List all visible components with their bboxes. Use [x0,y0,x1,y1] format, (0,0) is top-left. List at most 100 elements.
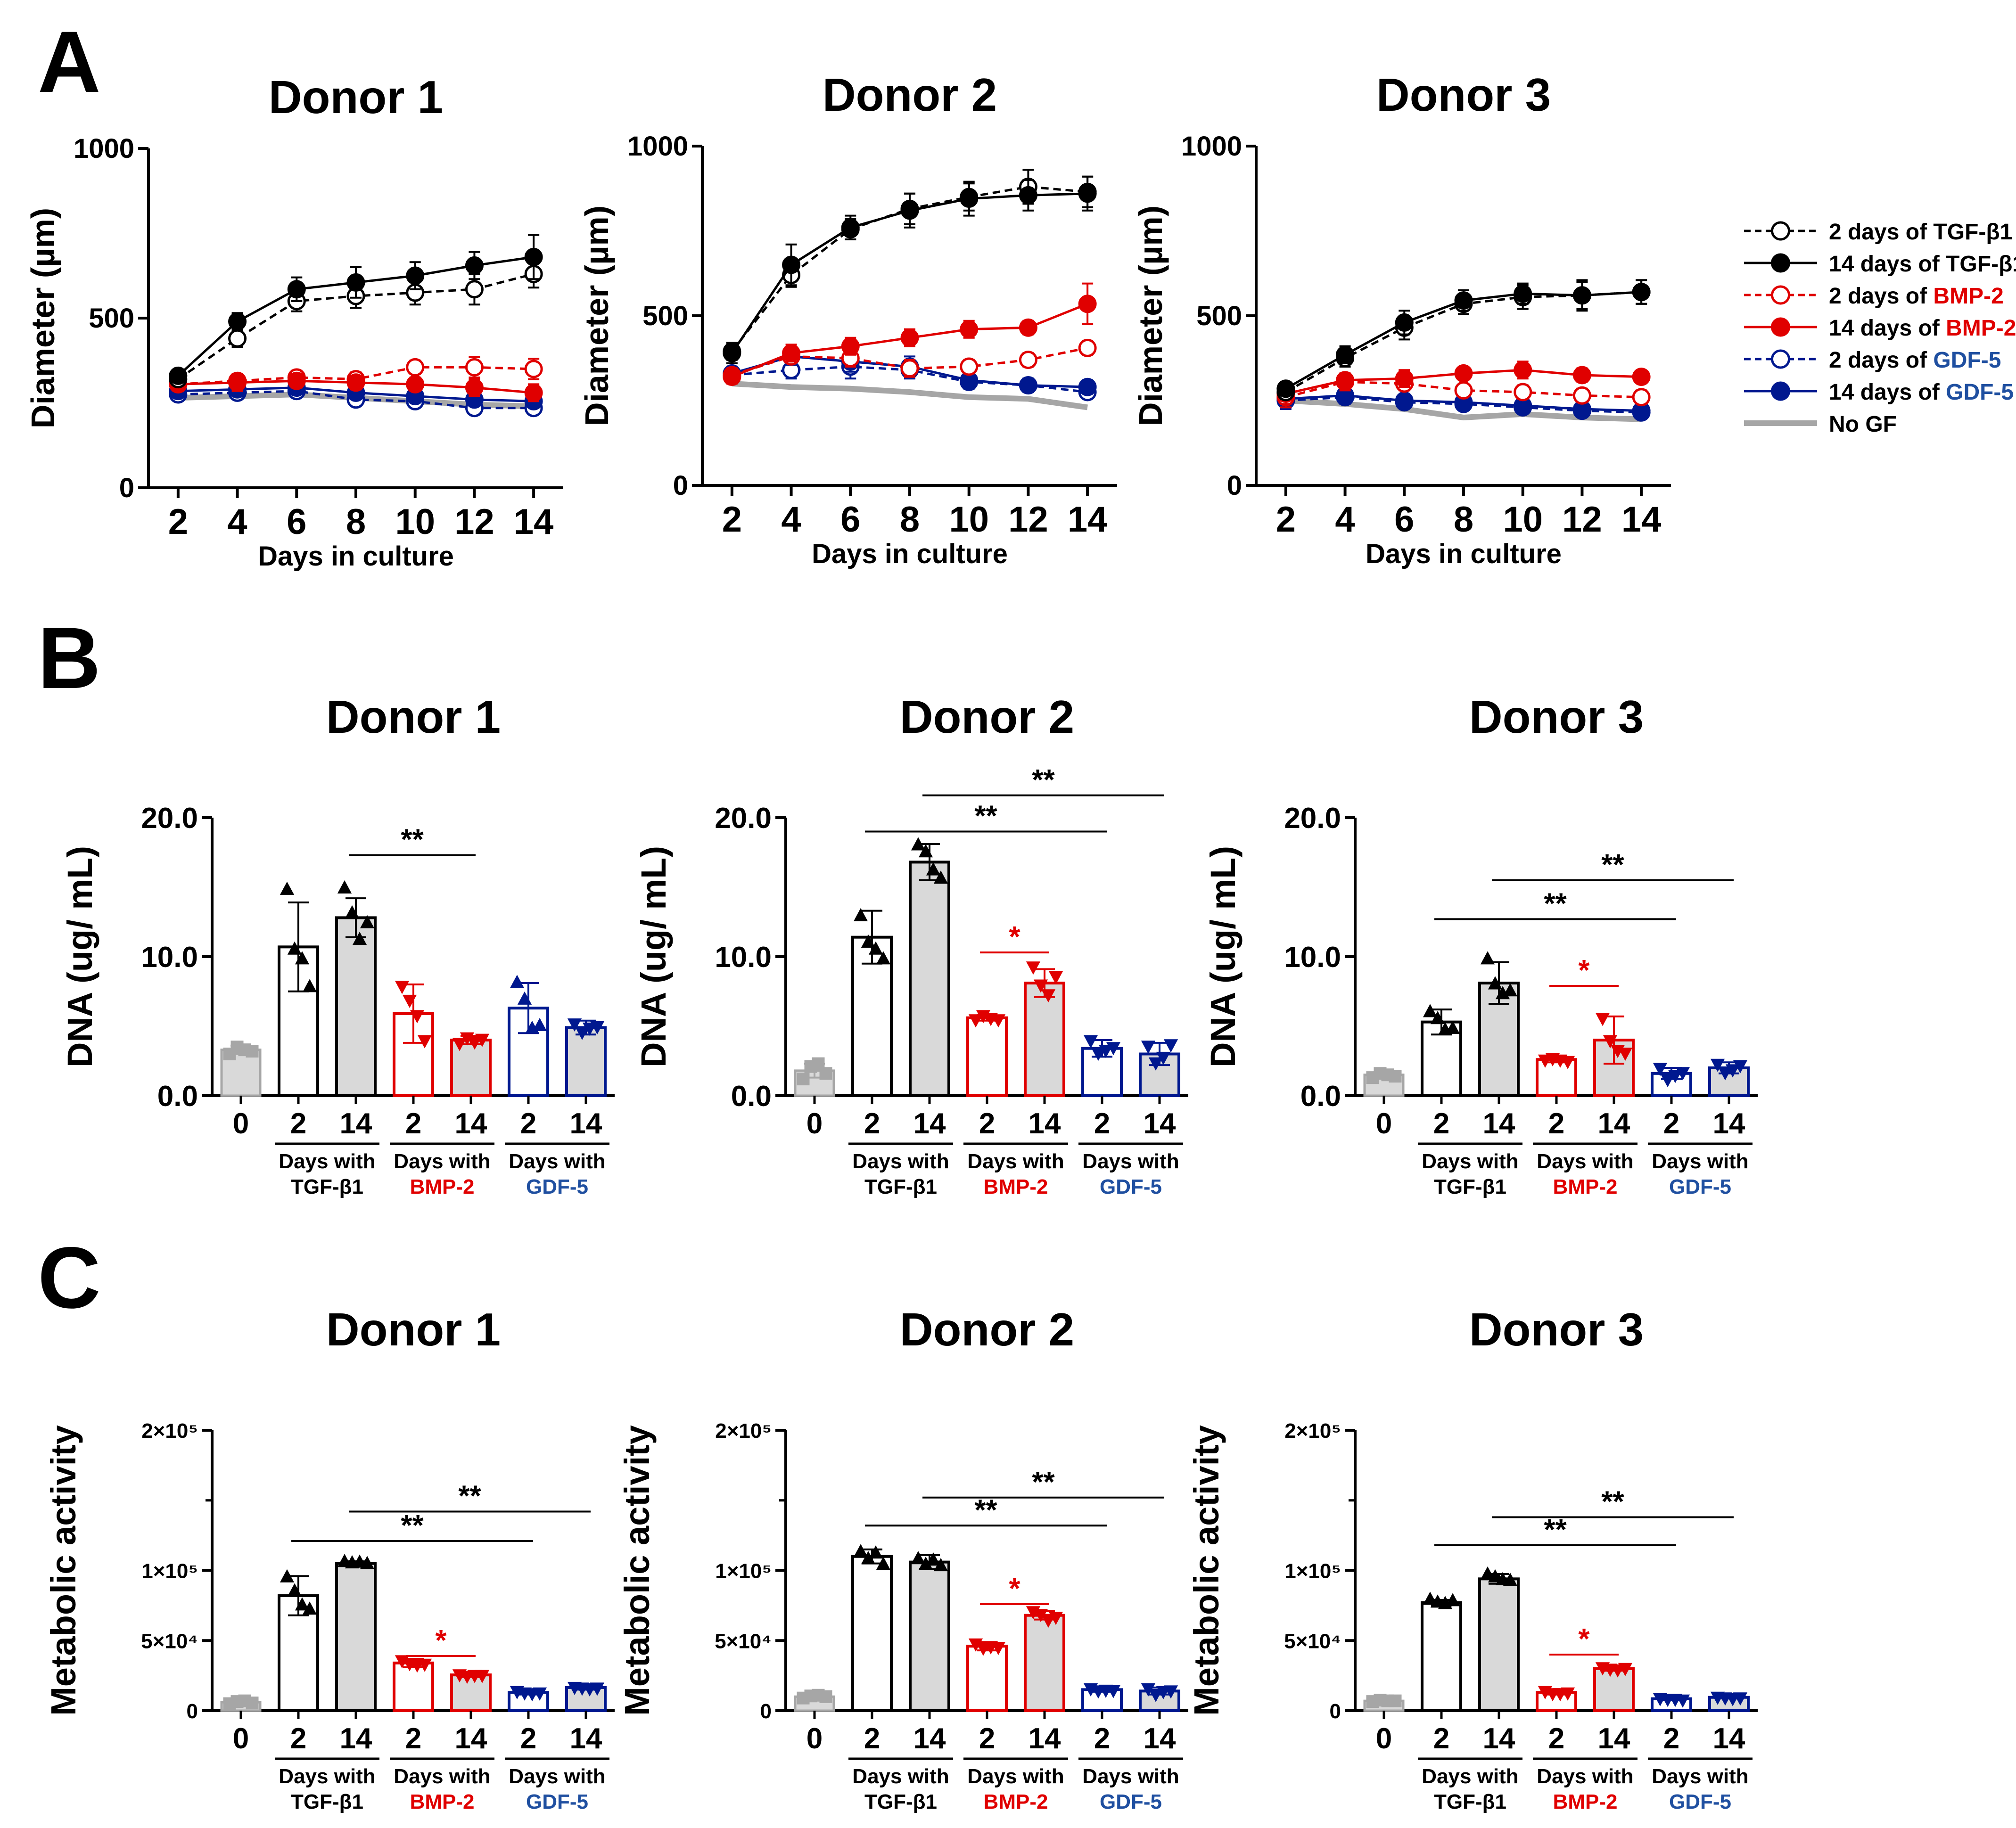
data-point-tgf14 [900,201,919,220]
y-tick-label: 20.0 [141,802,198,835]
data-point [345,905,360,918]
data-point [1083,1035,1098,1049]
data-point [1733,1692,1748,1706]
data-point [287,1583,302,1597]
data-point-bmp2 [524,360,543,378]
data-point-tgf14 [1019,186,1037,205]
data-point [933,870,948,884]
group-label-days-with: Days with [509,1150,605,1173]
data-point-bmp2 [960,357,979,376]
legend-swatch-marker [1771,221,1790,241]
x-tick-label: 4 [1335,500,1355,540]
data-point-tgf14 [465,256,484,275]
group-label-bmp: BMP-2 [410,1175,475,1198]
x-tick-label: 2 [1663,1722,1679,1755]
data-point-tgf14 [1336,345,1355,364]
x-tick-label: 6 [287,502,306,542]
data-point [1423,1004,1438,1017]
x-tick-label: 14 [1713,1722,1745,1755]
data-point [582,1022,597,1036]
data-point [1668,1070,1683,1083]
x-tick-label: 10 [949,500,989,540]
data-point [868,1545,883,1559]
data-point [1675,1067,1690,1081]
y-tick-label: 5×10⁴ [141,1630,198,1653]
data-point [1048,971,1063,984]
y-tick-label: 0.0 [157,1080,198,1113]
group-label-bmp: BMP-2 [984,1790,1048,1813]
data-point [402,994,417,1008]
data-point [1480,1566,1495,1580]
data-point [1430,1594,1445,1608]
group-label-gdf: GDF-5 [1669,1790,1731,1813]
data-point-tgf14 [169,366,188,385]
group-label-gdf: GDF-5 [526,1790,588,1813]
data-point-bmp14 [782,344,801,362]
data-point [926,862,941,876]
bar-chart-b-donor-2: Donor 2 0.0 10.0 20.0 DNA (ug/ mL) 0 2 14 2 14 2 14… [634,691,1188,1198]
data-point [1710,1058,1725,1072]
data-point [1389,1070,1402,1083]
y-tick-label: 2×10⁵ [141,1419,198,1443]
data-point [567,1018,582,1032]
group-label-days-with: Days with [1422,1150,1518,1173]
data-point-bmp2 [1019,351,1037,369]
data-point [991,1642,1006,1656]
group-label-gdf: GDF-5 [1100,1175,1162,1198]
y-tick-label: 1×10⁵ [1284,1560,1341,1583]
data-point [246,1045,259,1058]
data-point-tgf14 [960,189,979,208]
y-tick-label: 500 [642,301,688,331]
x-tick-label: 6 [840,500,860,540]
significance-stars: ** [458,1480,481,1513]
data-point-tgf14 [1572,286,1591,305]
bar-bmp-14 [1024,982,1065,1098]
data-point [1098,1045,1113,1058]
y-tick-label: 10.0 [141,941,198,974]
data-point-bmp14 [960,320,979,339]
x-tick-label: 14 [1598,1722,1630,1755]
chart-title: Donor 1 [326,1303,501,1355]
data-point [1389,1694,1402,1707]
data-point-tgf14 [841,218,860,237]
data-point [1148,1057,1163,1071]
data-point-tgf14 [1395,313,1414,332]
x-tick-label: 14 [913,1107,946,1140]
y-tick-label: 20.0 [715,802,772,835]
bar-tgf-14 [1478,1577,1520,1713]
data-point [1423,1591,1438,1605]
data-point-gdf14 [1019,376,1037,395]
data-point [475,1033,490,1047]
data-point-tgf14 [1078,184,1097,203]
bar-bmp-2 [393,1661,434,1713]
data-point [532,1687,547,1701]
chart-title: Donor 1 [326,691,501,743]
x-tick-label: 2 [290,1107,306,1140]
group-label-tgf: TGF-β1 [1434,1790,1506,1813]
group-label-days-with: Days with [852,1150,949,1173]
x-tick-label: 2 [722,500,742,540]
group-label-days-with: Days with [967,1150,1064,1173]
x-tick-label: 14 [1621,500,1662,540]
x-tick-label: 2 [1433,1722,1449,1755]
data-point [1445,1593,1460,1607]
data-point-bmp14 [524,383,543,402]
group-label-days-with: Days with [1422,1765,1518,1788]
group-label-bmp: BMP-2 [410,1790,475,1813]
y-tick-label: 10.0 [1284,941,1341,974]
data-point [1041,1615,1056,1628]
data-point-bmp2 [406,358,425,377]
x-tick-label: 2 [520,1107,536,1140]
significance-stars: ** [1601,849,1624,881]
x-tick-label: 12 [1562,500,1602,540]
data-point [360,915,375,928]
bar-chart-c-donor-2: Donor 2 0 5×10⁴ 1×10⁵ 2×10⁵ Metabolic activit… [617,1303,1188,1813]
x-tick-label: 2 [520,1722,536,1755]
data-point [287,941,302,955]
legend-text: 14 days of [1829,380,1946,405]
data-point-bmp14 [1336,371,1355,390]
x-tick-label: 2 [1094,1722,1110,1755]
